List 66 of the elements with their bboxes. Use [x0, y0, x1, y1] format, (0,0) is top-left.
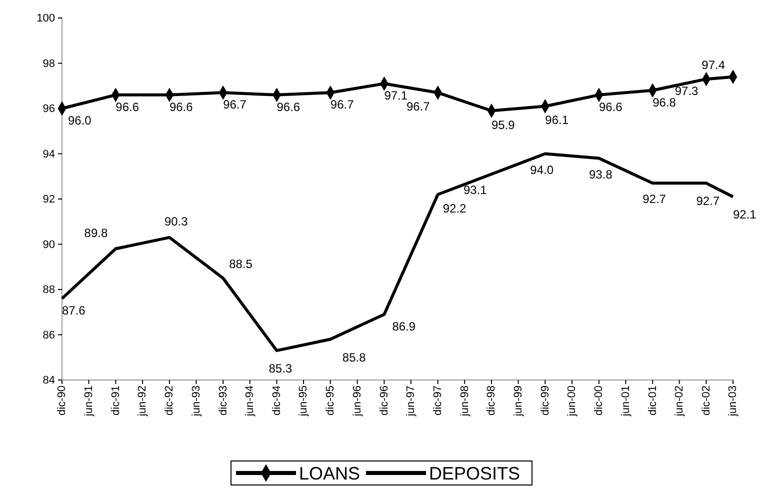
legend-label: LOANS: [299, 463, 360, 484]
data-label: 96.6: [116, 100, 140, 114]
data-label: 92.7: [642, 192, 666, 206]
x-tick-label: dic-92: [164, 386, 176, 416]
data-label: 86.9: [392, 319, 416, 334]
data-label: 97.4: [702, 58, 726, 72]
data-label: 96.7: [223, 98, 247, 112]
data-label: 96.6: [598, 100, 623, 114]
data-label: 95.9: [492, 118, 516, 132]
data-label: 85.8: [342, 350, 366, 364]
data-label: 90.3: [164, 214, 188, 228]
data-label: 92.2: [442, 201, 467, 216]
x-tick-label: jun-98: [458, 386, 471, 418]
x-tick-label: jun-97: [405, 386, 418, 418]
data-label: 88.5: [229, 257, 253, 272]
data-label: 97.1: [384, 88, 408, 103]
x-tick-label: dic-91: [110, 386, 122, 416]
x-tick-label: dic-97: [432, 386, 444, 416]
data-label: 96.6: [276, 100, 300, 114]
x-tick-label: jun-96: [351, 386, 364, 418]
data-label: 92.7: [696, 194, 720, 208]
y-tick-label: 88: [42, 284, 55, 296]
x-tick-label: dic-99: [539, 386, 552, 416]
y-tick-label: 100: [36, 12, 55, 25]
x-tick-label: jun-01: [620, 386, 632, 418]
x-tick-label: dic-00: [593, 386, 606, 416]
y-tick-label: 86: [42, 329, 55, 342]
x-tick-label: dic-98: [486, 386, 498, 416]
x-tick-label: dic-96: [378, 386, 390, 416]
data-label: 96.8: [652, 95, 676, 110]
x-tick-label: dic-95: [324, 386, 337, 416]
x-tick-label: jun-94: [244, 386, 256, 418]
data-label: 93.1: [464, 183, 488, 198]
data-label: 96.7: [330, 98, 354, 112]
x-tick-label: jun-99: [512, 386, 524, 418]
data-label: 89.8: [84, 226, 108, 240]
x-tick-label: dic-93: [217, 386, 230, 416]
x-tick-label: jun-92: [136, 386, 149, 418]
data-label: 96.6: [169, 100, 194, 114]
data-label: 96.1: [545, 113, 569, 128]
x-tick-label: jun-00: [566, 386, 578, 418]
y-tick-label: 90: [42, 238, 55, 251]
data-label: 96.7: [406, 100, 430, 114]
legend-label: DEPOSITS: [429, 463, 520, 484]
y-tick-label: 94: [42, 148, 55, 160]
y-tick-label: 98: [42, 58, 55, 70]
y-tick-label: 84: [42, 374, 55, 387]
x-tick-label: jun-93: [190, 386, 202, 418]
x-tick-label: jun-91: [82, 386, 95, 418]
data-label: 93.8: [588, 167, 613, 182]
data-label: 87.6: [62, 304, 86, 318]
x-tick-label: jun-95: [298, 386, 310, 418]
line-series: [60, 152, 734, 352]
x-tick-label: jun-02: [674, 386, 686, 418]
data-label: 96.0: [68, 114, 92, 128]
data-label: 85.3: [268, 362, 292, 376]
y-tick-label: 96: [42, 103, 55, 116]
data-label: 92.1: [733, 208, 757, 222]
data-label: 94.0: [530, 162, 554, 177]
y-tick-label: 92: [42, 194, 55, 206]
x-tick-label: dic-02: [700, 386, 712, 416]
x-tick-label: jun-03: [727, 386, 740, 418]
x-tick-label: dic-01: [646, 386, 659, 416]
data-label: 97.3: [674, 84, 699, 98]
x-tick-label: dic-94: [270, 386, 283, 416]
x-tick-label: dic-90: [56, 386, 68, 416]
